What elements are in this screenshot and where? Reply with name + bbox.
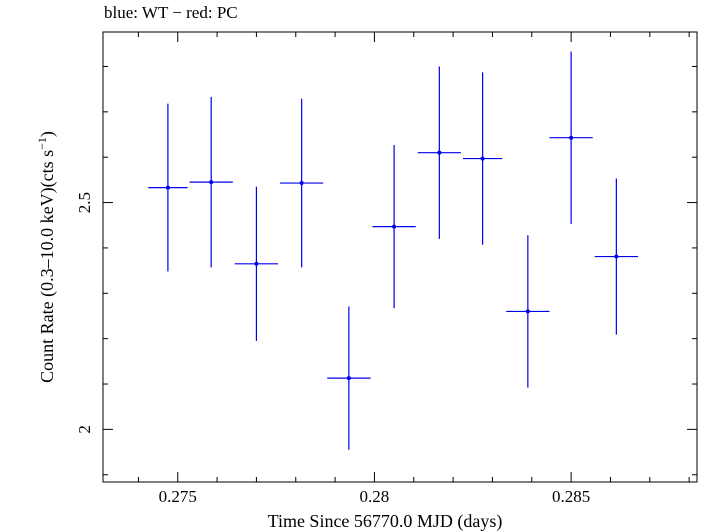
data-point	[327, 306, 371, 450]
axis-tick-labels: 0.275 0.28 0.285 2 2.5	[75, 192, 590, 506]
axis-ticks	[103, 32, 697, 482]
y-axis-label-exponent: −1	[35, 137, 49, 150]
data-point	[148, 103, 188, 272]
x-tick-label: 0.285	[552, 487, 590, 506]
y-axis-label-close: )	[37, 131, 58, 137]
data-point	[280, 98, 324, 268]
point-marker	[437, 150, 442, 155]
point-marker	[165, 185, 170, 190]
data-point	[189, 96, 233, 268]
point-marker	[480, 156, 485, 161]
point-marker	[346, 376, 351, 381]
y-axis-label: Count Rate (0.3–10.0 keV)(cts s−1)	[35, 131, 58, 383]
point-marker	[392, 224, 397, 229]
data-points	[148, 51, 638, 450]
data-point	[417, 66, 461, 239]
data-point	[549, 51, 593, 224]
y-axis-label-main: Count Rate (0.3–10.0 keV)(cts s	[37, 150, 58, 383]
point-marker	[525, 309, 530, 314]
y-tick-label: 2	[75, 425, 94, 434]
data-point	[506, 235, 550, 388]
x-axis-label: Time Since 56770.0 MJD (days)	[268, 511, 503, 532]
data-point	[234, 186, 279, 341]
point-marker	[209, 180, 214, 185]
chart-title: blue: WT − red: PC	[104, 3, 238, 22]
point-marker	[614, 254, 619, 259]
x-tick-label: 0.275	[159, 487, 197, 506]
point-marker	[299, 181, 304, 186]
y-tick-label: 2.5	[75, 192, 94, 213]
point-marker	[254, 261, 259, 266]
data-point	[594, 178, 638, 335]
point-marker	[569, 135, 574, 140]
x-tick-label: 0.28	[360, 487, 390, 506]
data-point	[462, 72, 503, 245]
plot-frame	[102, 31, 698, 483]
data-point	[372, 144, 416, 309]
